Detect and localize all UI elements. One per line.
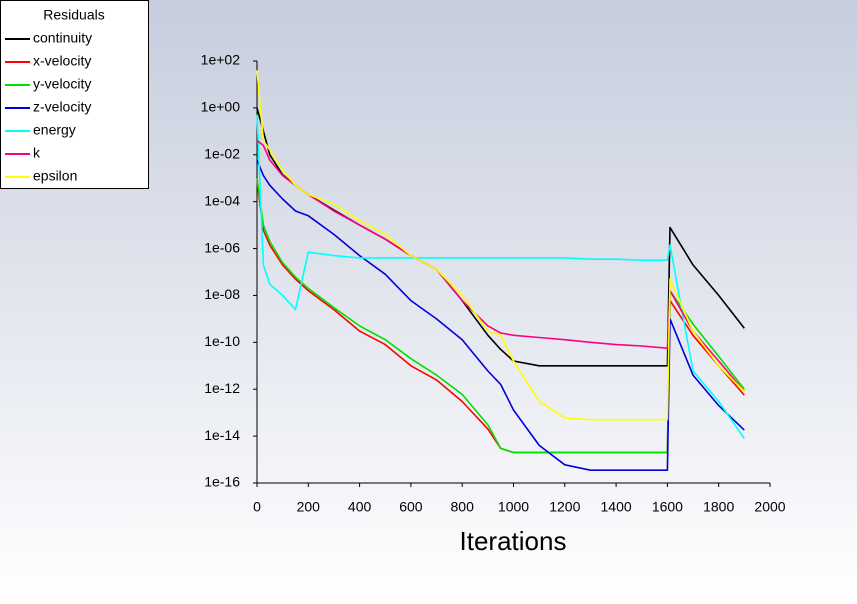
legend-label: x-velocity: [33, 53, 91, 69]
legend-label: energy: [33, 122, 76, 138]
x-tick-label: 1200: [549, 499, 580, 515]
series-line: [256, 70, 745, 421]
y-tick-label: 1e-14: [204, 427, 240, 443]
y-tick-label: 1e-10: [204, 333, 240, 349]
y-tick-label: 1e-16: [204, 474, 240, 490]
x-tick-label: 200: [297, 499, 321, 515]
legend-label: z-velocity: [33, 99, 91, 115]
x-tick-label: 1800: [703, 499, 734, 515]
series-line: [256, 159, 745, 471]
y-tick-label: 1e-08: [204, 286, 240, 302]
y-tick-label: 1e+00: [201, 99, 241, 115]
legend-label: k: [33, 145, 41, 161]
legend-box: [0, 0, 149, 189]
x-tick-label: 1600: [652, 499, 683, 515]
x-tick-label: 800: [451, 499, 475, 515]
legend-label: y-velocity: [33, 76, 91, 92]
x-tick-label: 2000: [754, 499, 785, 515]
y-tick-label: 1e-06: [204, 239, 240, 255]
series-line: [256, 114, 745, 439]
x-tick-label: 1400: [601, 499, 632, 515]
y-tick-label: 1e-12: [204, 380, 240, 396]
legend-label: epsilon: [33, 168, 77, 184]
x-tick-label: 1000: [498, 499, 529, 515]
y-tick-label: 1e+02: [201, 52, 241, 68]
legend-title: Residuals: [43, 7, 104, 23]
x-tick-label: 0: [253, 499, 261, 515]
x-tick-label: 600: [399, 499, 423, 515]
y-tick-label: 1e-02: [204, 145, 240, 161]
legend-label: continuity: [33, 30, 92, 46]
x-axis-label: Iterations: [460, 526, 567, 556]
x-tick-label: 400: [348, 499, 372, 515]
y-tick-label: 1e-04: [204, 192, 240, 208]
